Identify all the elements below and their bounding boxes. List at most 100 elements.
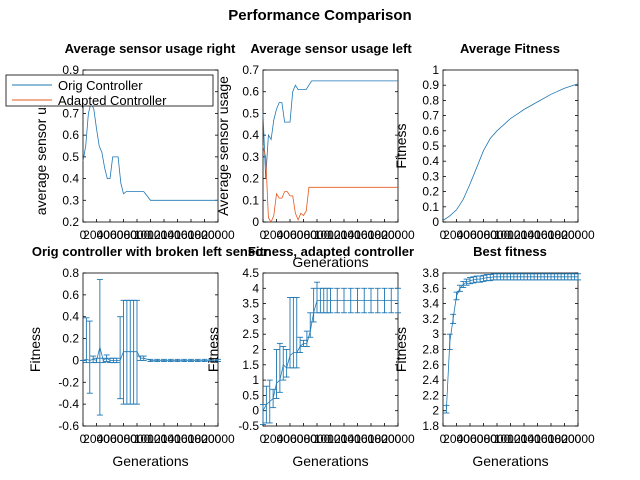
x-tick-label: 14000 [161,228,195,242]
y-tick-label: 2.4 [422,373,439,387]
subplot-title: Orig controller with broken left sensor [32,244,268,259]
x-axis-label: Generations [112,453,188,469]
y-tick-label: 0.6 [62,128,79,142]
x-tick-label: 12000 [507,228,541,242]
x-tick-label: 4000 [277,228,304,242]
legend-entry-1: Orig Controller [58,78,143,93]
x-tick-label: 6000 [290,228,317,242]
subplot-2: Average sensor usage left 0 0.1 0.2 0.3 0.4 0.… [215,41,415,270]
y-tick-label: 1 [432,63,439,77]
series-line-1 [262,80,398,179]
x-tick-label: 4000 [97,432,124,446]
y-tick-label: 0 [252,404,259,418]
y-tick-label: 3.8 [422,266,439,280]
y-tick-label: 0.4 [422,154,439,168]
x-tick-label: 18000 [188,432,222,446]
x-tick-label: 2000 [443,228,470,242]
y-tick-label: 2.2 [422,388,439,402]
subplot-title: Average sensor usage left [250,41,412,56]
y-tick-label: 0.2 [62,215,79,229]
series-line-1 [446,276,578,410]
y-tick-label: 0.9 [422,78,439,92]
y-tick-label: 0.1 [422,200,439,214]
y-tick-label: 2 [252,343,259,357]
subplot-3: Average Fitness 00.10.2 0.30.40.50.60.7 0.8… [393,41,595,242]
y-axis-label: Fitness [27,327,43,372]
subplot-1: Average sensor usage right 0.2 0.3 0.4 0.5 0.… [5,41,236,242]
y-tick-label: 1 [252,373,259,387]
y-tick-label: 0.5 [422,139,439,153]
y-tick-label: 0.1 [242,193,259,207]
x-tick-label: 18000 [548,228,582,242]
y-tick-label: 0.7 [422,109,439,123]
x-tick-label: 12000 [327,228,361,242]
y-axis-label: average sensor usage [33,77,49,216]
x-tick-label: 4000 [457,432,484,446]
y-tick-label: 0.3 [422,169,439,183]
x-tick-label: 12000 [147,432,181,446]
y-tick-label: 3.2 [422,312,439,326]
y-tick-label: 0.3 [62,193,79,207]
y-tick-label: 0.2 [242,172,259,186]
subplot-5: Fitness, adapted controller-0.500.511.52… [205,244,415,469]
x-tick-label: 16000 [174,432,208,446]
x-tick-label: 20000 [381,228,415,242]
x-tick-label: 10000 [134,432,168,446]
x-tick-label: 8000 [124,432,151,446]
x-tick-label: 0 [80,432,87,446]
x-tick-label: 0 [260,228,267,242]
y-tick-label: 0.2 [62,332,79,346]
subplot-6: Best fitness 1.82 2.22.42.62.8 33.23.4 3.63.… [393,244,595,469]
x-tick-label: 16000 [174,228,208,242]
y-tick-label: 0.8 [62,266,79,280]
y-axis-label: Fitness [393,123,409,168]
x-tick-label: 6000 [110,228,137,242]
plot-frame [82,272,219,427]
subplot-title: Average sensor usage right [65,41,236,56]
y-tick-label: 3 [432,327,439,341]
y-tick-label: 0.8 [422,93,439,107]
x-tick-label: 8000 [304,228,331,242]
x-axis-label: Generations [292,254,368,270]
subplot-4: Orig controller with broken left sensor -… [27,244,268,469]
x-tick-label: 6000 [290,432,317,446]
x-tick-label: 4000 [97,228,124,242]
x-tick-label: 4000 [457,228,484,242]
y-tick-label: 0.3 [242,150,259,164]
x-tick-label: 14000 [341,228,375,242]
y-axis-label: Average sensor usage [215,76,231,216]
x-tick-label: 6000 [470,228,497,242]
x-tick-label: 12000 [147,228,181,242]
subplot-title: Best fitness [473,244,547,259]
plot-frame [442,272,579,427]
y-axis-label: Fitness [205,327,221,372]
y-tick-label: 0.5 [62,150,79,164]
x-tick-label: 2000 [443,432,470,446]
y-tick-label: 0.7 [242,63,259,77]
y-tick-label: 0.6 [62,288,79,302]
x-tick-label: 16000 [354,228,388,242]
x-tick-label: 2000 [83,432,110,446]
x-tick-label: 14000 [161,432,195,446]
y-tick-label: 3.6 [422,281,439,295]
y-tick-label: 2.6 [422,358,439,372]
y-axis-label: Fitness [393,327,409,372]
x-axis-label: Generations [292,453,368,469]
series-line-1 [442,83,579,221]
x-tick-label: 10000 [314,432,348,446]
y-tick-label: 0.6 [242,85,259,99]
y-tick-label: 0.5 [242,388,259,402]
x-tick-label: 16000 [534,228,568,242]
x-axis-label: Generations [472,453,548,469]
x-tick-label: 2000 [83,228,110,242]
x-tick-label: 18000 [548,432,582,446]
y-tick-label: 0.4 [242,128,259,142]
x-tick-label: 10000 [134,228,168,242]
x-tick-label: 0 [80,228,87,242]
y-tick-label: 0.4 [62,172,79,186]
x-tick-label: 6000 [470,432,497,446]
y-tick-label: 0.5 [242,106,259,120]
y-tick-label: 3.5 [242,297,259,311]
